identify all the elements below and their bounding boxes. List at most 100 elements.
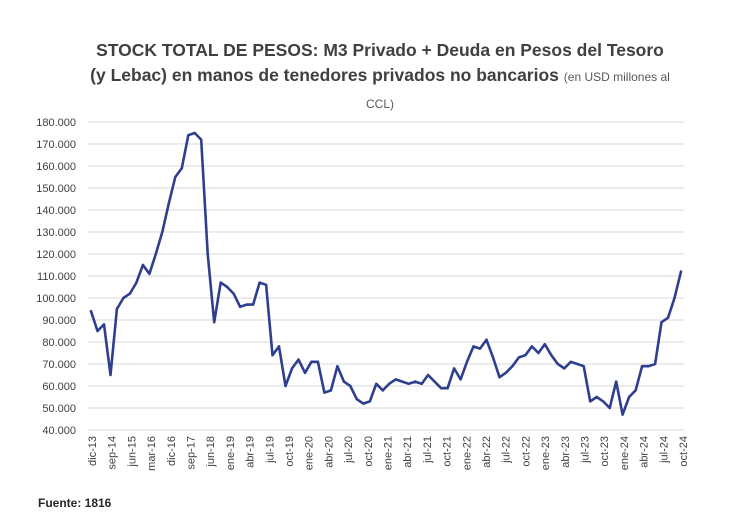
data-point <box>530 345 534 348</box>
data-point <box>122 296 125 300</box>
x-tick-label: dic-16 <box>166 436 178 466</box>
y-tick-label: 120.000 <box>36 249 76 261</box>
data-point <box>323 391 326 394</box>
data-point <box>673 296 676 300</box>
data-point <box>452 367 456 370</box>
chart-title-unit: (en USD millones al CCL) <box>365 70 670 111</box>
data-point <box>297 358 300 361</box>
data-point <box>569 360 572 363</box>
y-tick-label: 90.000 <box>42 315 76 327</box>
data-point <box>653 362 657 366</box>
data-point <box>491 356 495 359</box>
x-tick-label: ene-24 <box>619 436 631 470</box>
data-point <box>316 360 320 363</box>
x-tick-label: abr-23 <box>560 436 572 468</box>
data-point <box>634 389 637 392</box>
data-point <box>362 402 365 405</box>
data-point <box>310 360 313 363</box>
data-point <box>109 373 112 377</box>
data-point <box>290 367 294 370</box>
data-point <box>401 380 404 383</box>
data-point <box>219 281 222 284</box>
data-point <box>388 382 391 385</box>
data-point <box>465 360 469 363</box>
data-point <box>154 252 157 256</box>
data-point <box>414 380 417 383</box>
x-tick-label: jul-19 <box>264 436 276 464</box>
data-point <box>264 283 268 286</box>
data-point <box>271 354 274 357</box>
y-tick-label: 110.000 <box>37 271 76 283</box>
data-point <box>459 378 462 381</box>
data-point <box>355 398 358 401</box>
data-point <box>148 272 151 275</box>
data-point <box>524 354 527 357</box>
data-point <box>595 395 598 399</box>
y-tick-label: 40.000 <box>42 425 76 437</box>
x-tick-label: jul-23 <box>580 436 592 464</box>
chart-title-main: STOCK TOTAL DE PESOS: M3 Privado + Deuda… <box>90 40 664 85</box>
data-point <box>407 382 410 385</box>
series-line <box>89 131 683 416</box>
data-point <box>543 343 546 346</box>
y-tick-label: 150.000 <box>36 183 76 195</box>
data-point <box>213 321 216 324</box>
data-point <box>627 395 631 399</box>
data-point <box>277 345 281 348</box>
x-tick-label: ene-19 <box>225 436 237 470</box>
data-point <box>284 384 287 388</box>
data-point <box>537 351 540 355</box>
y-tick-label: 100.000 <box>36 293 76 305</box>
data-point <box>426 373 430 377</box>
x-tick-label: jul-21 <box>422 436 434 464</box>
y-tick-label: 180.000 <box>36 117 76 129</box>
data-point <box>200 138 203 141</box>
x-tick-label: jun-15 <box>126 436 138 468</box>
x-tick-label: jul-20 <box>343 436 355 464</box>
data-point <box>342 380 346 383</box>
data-point <box>602 400 605 403</box>
data-point <box>556 362 559 366</box>
data-point <box>329 389 333 392</box>
x-tick-label: abr-19 <box>245 436 257 468</box>
data-point <box>258 281 261 284</box>
data-point <box>193 131 196 135</box>
data-point <box>504 371 508 374</box>
data-point <box>141 263 145 267</box>
x-tick-label: abr-22 <box>481 436 493 468</box>
data-point <box>647 365 650 368</box>
y-tick-label: 170.000 <box>36 139 76 151</box>
data-point <box>615 380 618 383</box>
data-point <box>102 323 106 326</box>
x-tick-label: jun-18 <box>205 436 217 468</box>
data-point <box>226 285 229 289</box>
data-point <box>679 270 683 273</box>
y-tick-label: 70.000 <box>42 359 76 371</box>
source-note: Fuente: 1816 <box>38 496 112 510</box>
data-point <box>498 376 501 379</box>
data-point <box>550 354 553 357</box>
x-tick-label: abr-24 <box>639 436 651 468</box>
x-tick-label: jul-22 <box>501 436 513 464</box>
y-tick-label: 130.000 <box>36 227 76 239</box>
data-point <box>336 365 339 368</box>
data-point <box>485 338 488 341</box>
x-tick-label: abr-20 <box>323 436 335 468</box>
data-point <box>187 134 190 137</box>
data-point <box>511 365 514 368</box>
data-point <box>238 305 242 308</box>
y-tick-label: 160.000 <box>36 161 76 173</box>
x-tick-label: dic-13 <box>87 436 99 466</box>
x-tick-label: oct-20 <box>363 436 375 467</box>
x-tick-label: oct-23 <box>599 436 611 467</box>
x-tick-label: jul-24 <box>658 436 670 464</box>
data-point <box>666 316 670 319</box>
data-point <box>420 382 423 385</box>
x-tick-label: ene-22 <box>461 436 473 470</box>
data-point <box>251 303 255 306</box>
data-point <box>439 387 443 390</box>
x-tick-label: oct-24 <box>678 436 690 467</box>
data-point <box>232 292 235 295</box>
